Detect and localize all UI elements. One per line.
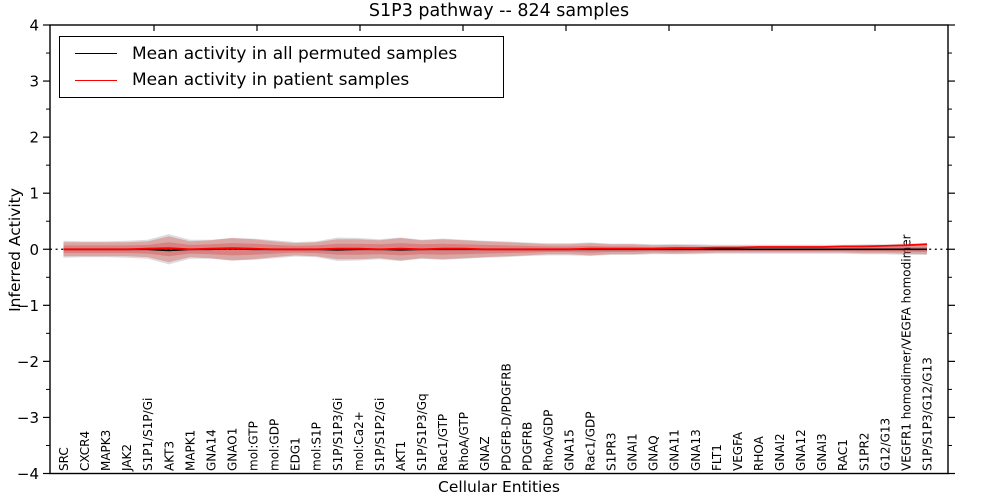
y-tick-label: −3 (17, 409, 39, 427)
permuted-line-sample-icon (75, 53, 117, 55)
x-tick-label: AKT3 (162, 441, 176, 471)
x-tick-label: VEGFA (731, 431, 745, 471)
x-tick-label: GNA15 (562, 429, 576, 471)
y-tick-label: −4 (17, 465, 39, 483)
x-tick-label: RhoA/GTP (457, 412, 471, 471)
x-tick-label: CXCR4 (78, 431, 92, 471)
x-tick-label: SRC (57, 447, 71, 471)
x-tick-label: MAPK3 (99, 430, 113, 471)
y-tick-label: −2 (17, 353, 39, 371)
x-tick-label: AKT1 (394, 441, 408, 471)
y-tick-label: 0 (29, 241, 39, 259)
x-tick-label: GNAO1 (225, 428, 239, 471)
legend-label-patient: Mean activity in patient samples (132, 70, 410, 91)
x-tick-labels: SRC CXCR4 MAPK3 JAK2 S1P1/S1P/Gi AKT3 MAPK1 GNA… (57, 234, 934, 472)
legend-label-permuted: Mean activity in all permuted samples (132, 43, 458, 64)
x-tick-label: mol:GTP (247, 421, 261, 471)
x-tick-label: GNA13 (689, 429, 703, 471)
chart-title: S1P3 pathway -- 824 samples (368, 1, 630, 21)
x-tick-label: GNAI3 (815, 433, 829, 471)
x-tick-label: G12/G13 (878, 418, 892, 471)
x-tick-label: EDG1 (289, 437, 303, 471)
x-tick-label: GNAI2 (773, 433, 787, 471)
x-tick-label: JAK2 (120, 444, 134, 472)
x-tick-label: S1PR3 (605, 433, 619, 471)
y-tick-label: 1 (29, 185, 39, 203)
x-tick-label: mol:Ca2+ (352, 411, 366, 471)
x-tick-label: Rac1/GTP (436, 414, 450, 471)
x-tick-label: S1PR2 (857, 433, 871, 471)
x-tick-label: PDGFB-D/PDGFRB (499, 363, 513, 471)
y-tick-labels: −4 −3 −2 −1 0 1 2 3 4 (17, 17, 39, 484)
x-tick-label: RHOA (752, 435, 766, 471)
x-tick-label: S1P/S1P3/Gi (331, 398, 345, 471)
x-tick-label: GNAZ (478, 436, 492, 471)
x-tick-label: RAC1 (836, 439, 850, 471)
x-tick-label: MAPK1 (183, 430, 197, 471)
legend: Mean activity in all permuted samples Me… (59, 36, 504, 98)
x-tick-label: GNAQ (647, 435, 661, 471)
x-tick-label: S1P/S1P3/Gq (415, 393, 429, 471)
x-tick-label: mol:GDP (268, 419, 282, 471)
patient-mean-line (63, 243, 928, 251)
x-tick-label: VEGFR1 homodimer/VEGFA homodimer (899, 234, 913, 471)
x-tick-label: GNA14 (204, 429, 218, 471)
x-tick-label: S1P/S1P2/Gi (373, 398, 387, 471)
x-tick-label: PDGFRB (520, 422, 534, 471)
x-tick-label: GNA12 (794, 429, 808, 471)
legend-item-permuted: Mean activity in all permuted samples (75, 44, 503, 64)
y-axis-label: Inferred Activity (6, 188, 24, 312)
x-axis-top-ticks (153, 25, 876, 31)
x-tick-label: S1P/S1P3/G12/G13 (920, 357, 934, 471)
x-tick-label: mol:S1P (310, 422, 324, 471)
x-tick-label: S1P1/S1P/Gi (141, 398, 155, 471)
x-tick-label: Rac1/GDP (584, 412, 598, 471)
patient-line-sample-icon (75, 79, 117, 81)
y-tick-label: −1 (17, 297, 39, 315)
x-axis-label: Cellular Entities (438, 478, 560, 496)
y-tick-label: 3 (29, 73, 39, 91)
legend-item-patient: Mean activity in patient samples (75, 70, 503, 90)
x-tick-label: RhoA/GDP (541, 410, 555, 471)
x-tick-label: GNA11 (668, 429, 682, 471)
y-tick-label: 4 (29, 17, 39, 35)
x-tick-label: FLT1 (710, 444, 724, 471)
y-tick-label: 2 (29, 129, 39, 147)
x-tick-label: GNAI1 (626, 433, 640, 471)
plot-frame (49, 24, 949, 475)
